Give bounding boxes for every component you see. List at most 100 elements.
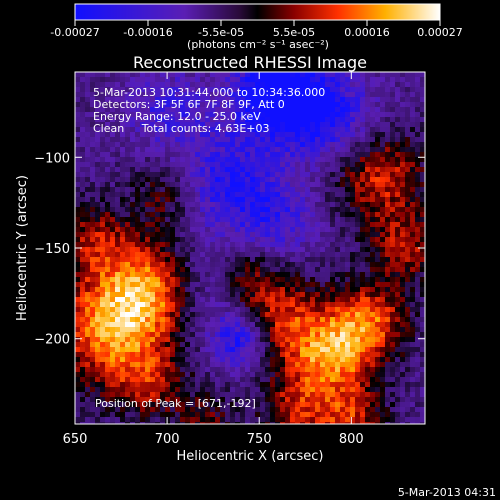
- heatmap-cell: [315, 242, 320, 247]
- heatmap-cell: [370, 312, 375, 317]
- heatmap-cell: [155, 292, 160, 297]
- heatmap-cell: [330, 367, 335, 372]
- heatmap-cell: [235, 237, 240, 242]
- heatmap-cell: [345, 187, 350, 192]
- heatmap-cell: [300, 397, 305, 402]
- heatmap-cell: [215, 217, 220, 222]
- heatmap-cell: [395, 392, 400, 397]
- heatmap-cell: [285, 77, 290, 82]
- heatmap-cell: [385, 182, 390, 187]
- heatmap-cell: [125, 392, 130, 397]
- heatmap-cell: [190, 257, 195, 262]
- heatmap-cell: [260, 122, 265, 127]
- heatmap-cell: [135, 112, 140, 117]
- heatmap-cell: [85, 382, 90, 387]
- heatmap-cell: [245, 322, 250, 327]
- heatmap-cell: [155, 142, 160, 147]
- heatmap-cell: [140, 372, 145, 377]
- heatmap-cell: [180, 167, 185, 172]
- heatmap-cell: [410, 167, 415, 172]
- heatmap-cell: [315, 412, 320, 417]
- heatmap-cell: [245, 87, 250, 92]
- heatmap-cell: [145, 217, 150, 222]
- heatmap-cell: [340, 362, 345, 367]
- heatmap-cell: [195, 147, 200, 152]
- heatmap-cell: [200, 107, 205, 112]
- heatmap-cell: [365, 407, 370, 412]
- heatmap-cell: [295, 142, 300, 147]
- heatmap-cell: [210, 392, 215, 397]
- heatmap-cell: [310, 92, 315, 97]
- annotation-detectors: Detectors: 3F 5F 6F 7F 8F 9F, Att 0: [93, 98, 285, 111]
- heatmap-cell: [190, 122, 195, 127]
- heatmap-cell: [315, 167, 320, 172]
- heatmap-cell: [215, 167, 220, 172]
- heatmap-cell: [215, 332, 220, 337]
- heatmap-cell: [255, 292, 260, 297]
- heatmap-cell: [165, 272, 170, 277]
- heatmap-cell: [325, 382, 330, 387]
- heatmap-cell: [255, 232, 260, 237]
- heatmap-cell: [260, 237, 265, 242]
- heatmap-cell: [285, 197, 290, 202]
- heatmap-cell: [395, 332, 400, 337]
- heatmap-cell: [320, 262, 325, 267]
- heatmap-cell: [315, 187, 320, 192]
- heatmap-cell: [415, 332, 420, 337]
- heatmap-cell: [105, 272, 110, 277]
- heatmap-cell: [200, 187, 205, 192]
- heatmap-cell: [300, 117, 305, 122]
- heatmap-cell: [180, 362, 185, 367]
- heatmap-cell: [320, 327, 325, 332]
- heatmap-cell: [205, 212, 210, 217]
- heatmap-cell: [210, 107, 215, 112]
- chart-title: Reconstructed RHESSI Image: [133, 53, 367, 72]
- heatmap-cell: [210, 182, 215, 187]
- heatmap-cell: [90, 142, 95, 147]
- heatmap-cell: [180, 107, 185, 112]
- heatmap-cell: [140, 147, 145, 152]
- heatmap-cell: [305, 282, 310, 287]
- heatmap-cell: [375, 187, 380, 192]
- heatmap-cell: [185, 212, 190, 217]
- heatmap-cell: [165, 97, 170, 102]
- heatmap-cell: [90, 412, 95, 417]
- heatmap-cell: [95, 272, 100, 277]
- heatmap-cell: [120, 232, 125, 237]
- heatmap-cell: [270, 82, 275, 87]
- heatmap-cell: [80, 357, 85, 362]
- heatmap-cell: [410, 177, 415, 182]
- heatmap-cell: [285, 332, 290, 337]
- heatmap-cell: [230, 187, 235, 192]
- heatmap-cell: [400, 82, 405, 87]
- heatmap-cell: [355, 77, 360, 82]
- heatmap-cell: [200, 312, 205, 317]
- heatmap-cell: [235, 97, 240, 102]
- heatmap-cell: [230, 272, 235, 277]
- heatmap-cell: [355, 207, 360, 212]
- heatmap-cell: [75, 232, 80, 237]
- heatmap-cell: [95, 202, 100, 207]
- heatmap-cell: [105, 392, 110, 397]
- heatmap-cell: [140, 412, 145, 417]
- heatmap-cell: [90, 292, 95, 297]
- heatmap-cell: [370, 197, 375, 202]
- heatmap-cell: [380, 292, 385, 297]
- heatmap-cell: [405, 197, 410, 202]
- heatmap-cell: [335, 402, 340, 407]
- heatmap-cell: [355, 287, 360, 292]
- heatmap-cell: [325, 297, 330, 302]
- heatmap-cell: [360, 362, 365, 367]
- heatmap-cell: [205, 107, 210, 112]
- heatmap-cell: [355, 172, 360, 177]
- heatmap-cell: [380, 102, 385, 107]
- heatmap-cell: [325, 272, 330, 277]
- heatmap-cell: [330, 92, 335, 97]
- heatmap-cell: [230, 172, 235, 177]
- heatmap-cell: [275, 402, 280, 407]
- heatmap-cell: [125, 127, 130, 132]
- heatmap-cell: [125, 382, 130, 387]
- heatmap-cell: [320, 217, 325, 222]
- heatmap-cell: [340, 72, 345, 77]
- heatmap-cell: [335, 127, 340, 132]
